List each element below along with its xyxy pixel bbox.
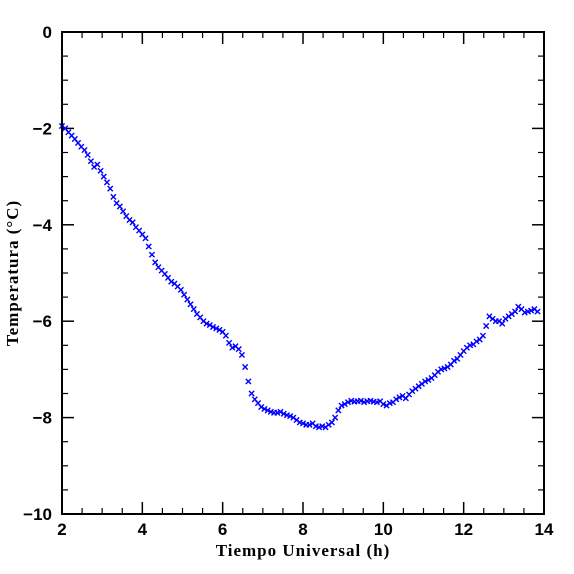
data-point: [190, 306, 197, 313]
data-point: [344, 399, 352, 406]
data-point: [84, 151, 91, 159]
data-point: [393, 396, 400, 403]
data-point: [425, 376, 432, 384]
data-point: [103, 179, 111, 186]
data-point: [87, 158, 95, 165]
data-point: [511, 308, 519, 315]
data-point: [203, 320, 210, 327]
data-point: [261, 405, 268, 413]
x-tick-label: 12: [454, 520, 473, 539]
y-tick-label: −10: [23, 505, 52, 524]
data-point: [119, 208, 127, 215]
y-tick-label: −6: [33, 312, 52, 331]
axis-ticks: [61, 31, 545, 515]
x-axis-label: Tiempo Universal (h): [216, 541, 391, 560]
data-point: [450, 357, 458, 364]
data-point: [222, 332, 229, 339]
data-point: [81, 146, 88, 154]
x-tick-label: 14: [535, 520, 554, 539]
y-tick-label: 0: [43, 23, 52, 42]
data-point: [441, 365, 448, 372]
data-point: [177, 286, 184, 293]
data-point: [168, 278, 175, 285]
y-tick-label: −4: [33, 216, 53, 235]
data-point: [277, 408, 284, 415]
data-point: [181, 291, 188, 298]
data-point: [213, 325, 220, 332]
data-point: [479, 332, 487, 339]
data-point: [242, 363, 249, 371]
data-point: [145, 243, 152, 250]
data-point: [148, 251, 156, 258]
data-point: [184, 296, 191, 303]
x-tick-label: 6: [218, 520, 227, 539]
data-point: [209, 323, 217, 331]
data-point: [229, 344, 236, 351]
data-point: [216, 326, 223, 333]
data-point: [280, 410, 287, 417]
data-point: [238, 351, 246, 359]
data-point: [483, 322, 490, 330]
data-point: [248, 390, 255, 397]
data-point: [328, 419, 336, 426]
data-point: [235, 346, 242, 353]
x-tick-label: 8: [298, 520, 307, 539]
data-point: [396, 394, 403, 401]
data-point: [534, 308, 541, 315]
data-point: [142, 235, 149, 242]
y-axis-label: Temperatura (°C): [3, 200, 22, 346]
data-point: [100, 173, 107, 180]
x-tick-label: 10: [374, 520, 393, 539]
data-point: [94, 161, 101, 168]
data-point: [473, 338, 480, 345]
data-point: [338, 402, 345, 409]
data-point: [110, 193, 117, 200]
data-point: [335, 407, 342, 414]
y-tick-label: −8: [33, 409, 52, 428]
data-point: [245, 378, 252, 385]
data-point: [332, 414, 339, 421]
x-tick-label: 4: [138, 520, 148, 539]
data-point: [528, 307, 535, 314]
plot-frame: [61, 31, 545, 515]
data-point: [206, 321, 213, 329]
data-point: [97, 167, 104, 174]
data-point: [306, 421, 313, 428]
data-point: [225, 339, 233, 346]
data-point: [258, 403, 265, 411]
y-tick-label: −2: [33, 119, 52, 138]
data-point: [264, 407, 271, 414]
data-point: [299, 420, 307, 427]
data-point: [380, 401, 387, 408]
data-point: [357, 397, 364, 404]
data-point: [187, 301, 194, 308]
data-point: [152, 259, 159, 266]
data-points: [58, 122, 541, 431]
data-point: [499, 320, 506, 327]
data-point: [287, 413, 294, 420]
data-point: [116, 203, 123, 210]
data-point: [422, 378, 429, 385]
data-point: [107, 185, 114, 192]
data-point: [129, 219, 136, 226]
data-point: [341, 401, 348, 408]
tick-labels: 2 4 6 8 10 12 14 −10 −8 −6 −4 −2 0: [23, 23, 554, 539]
x-tick-label: 2: [57, 520, 66, 539]
